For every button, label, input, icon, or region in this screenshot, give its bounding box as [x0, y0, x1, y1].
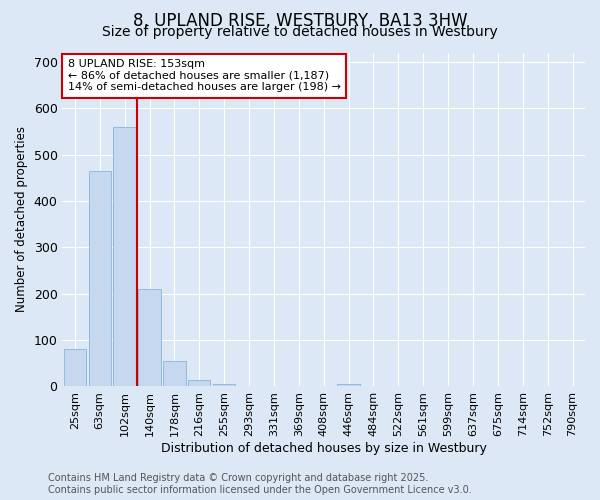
Bar — [113, 126, 136, 386]
Bar — [213, 384, 235, 386]
Bar — [163, 361, 185, 386]
Text: Size of property relative to detached houses in Westbury: Size of property relative to detached ho… — [102, 25, 498, 39]
Bar — [188, 380, 211, 386]
Text: Contains HM Land Registry data © Crown copyright and database right 2025.
Contai: Contains HM Land Registry data © Crown c… — [48, 474, 472, 495]
Bar — [139, 289, 161, 386]
Bar — [89, 171, 111, 386]
Y-axis label: Number of detached properties: Number of detached properties — [15, 126, 28, 312]
Text: 8 UPLAND RISE: 153sqm
← 86% of detached houses are smaller (1,187)
14% of semi-d: 8 UPLAND RISE: 153sqm ← 86% of detached … — [68, 59, 341, 92]
Text: 8, UPLAND RISE, WESTBURY, BA13 3HW: 8, UPLAND RISE, WESTBURY, BA13 3HW — [133, 12, 467, 30]
Bar — [337, 384, 360, 386]
X-axis label: Distribution of detached houses by size in Westbury: Distribution of detached houses by size … — [161, 442, 487, 455]
Bar — [64, 350, 86, 387]
